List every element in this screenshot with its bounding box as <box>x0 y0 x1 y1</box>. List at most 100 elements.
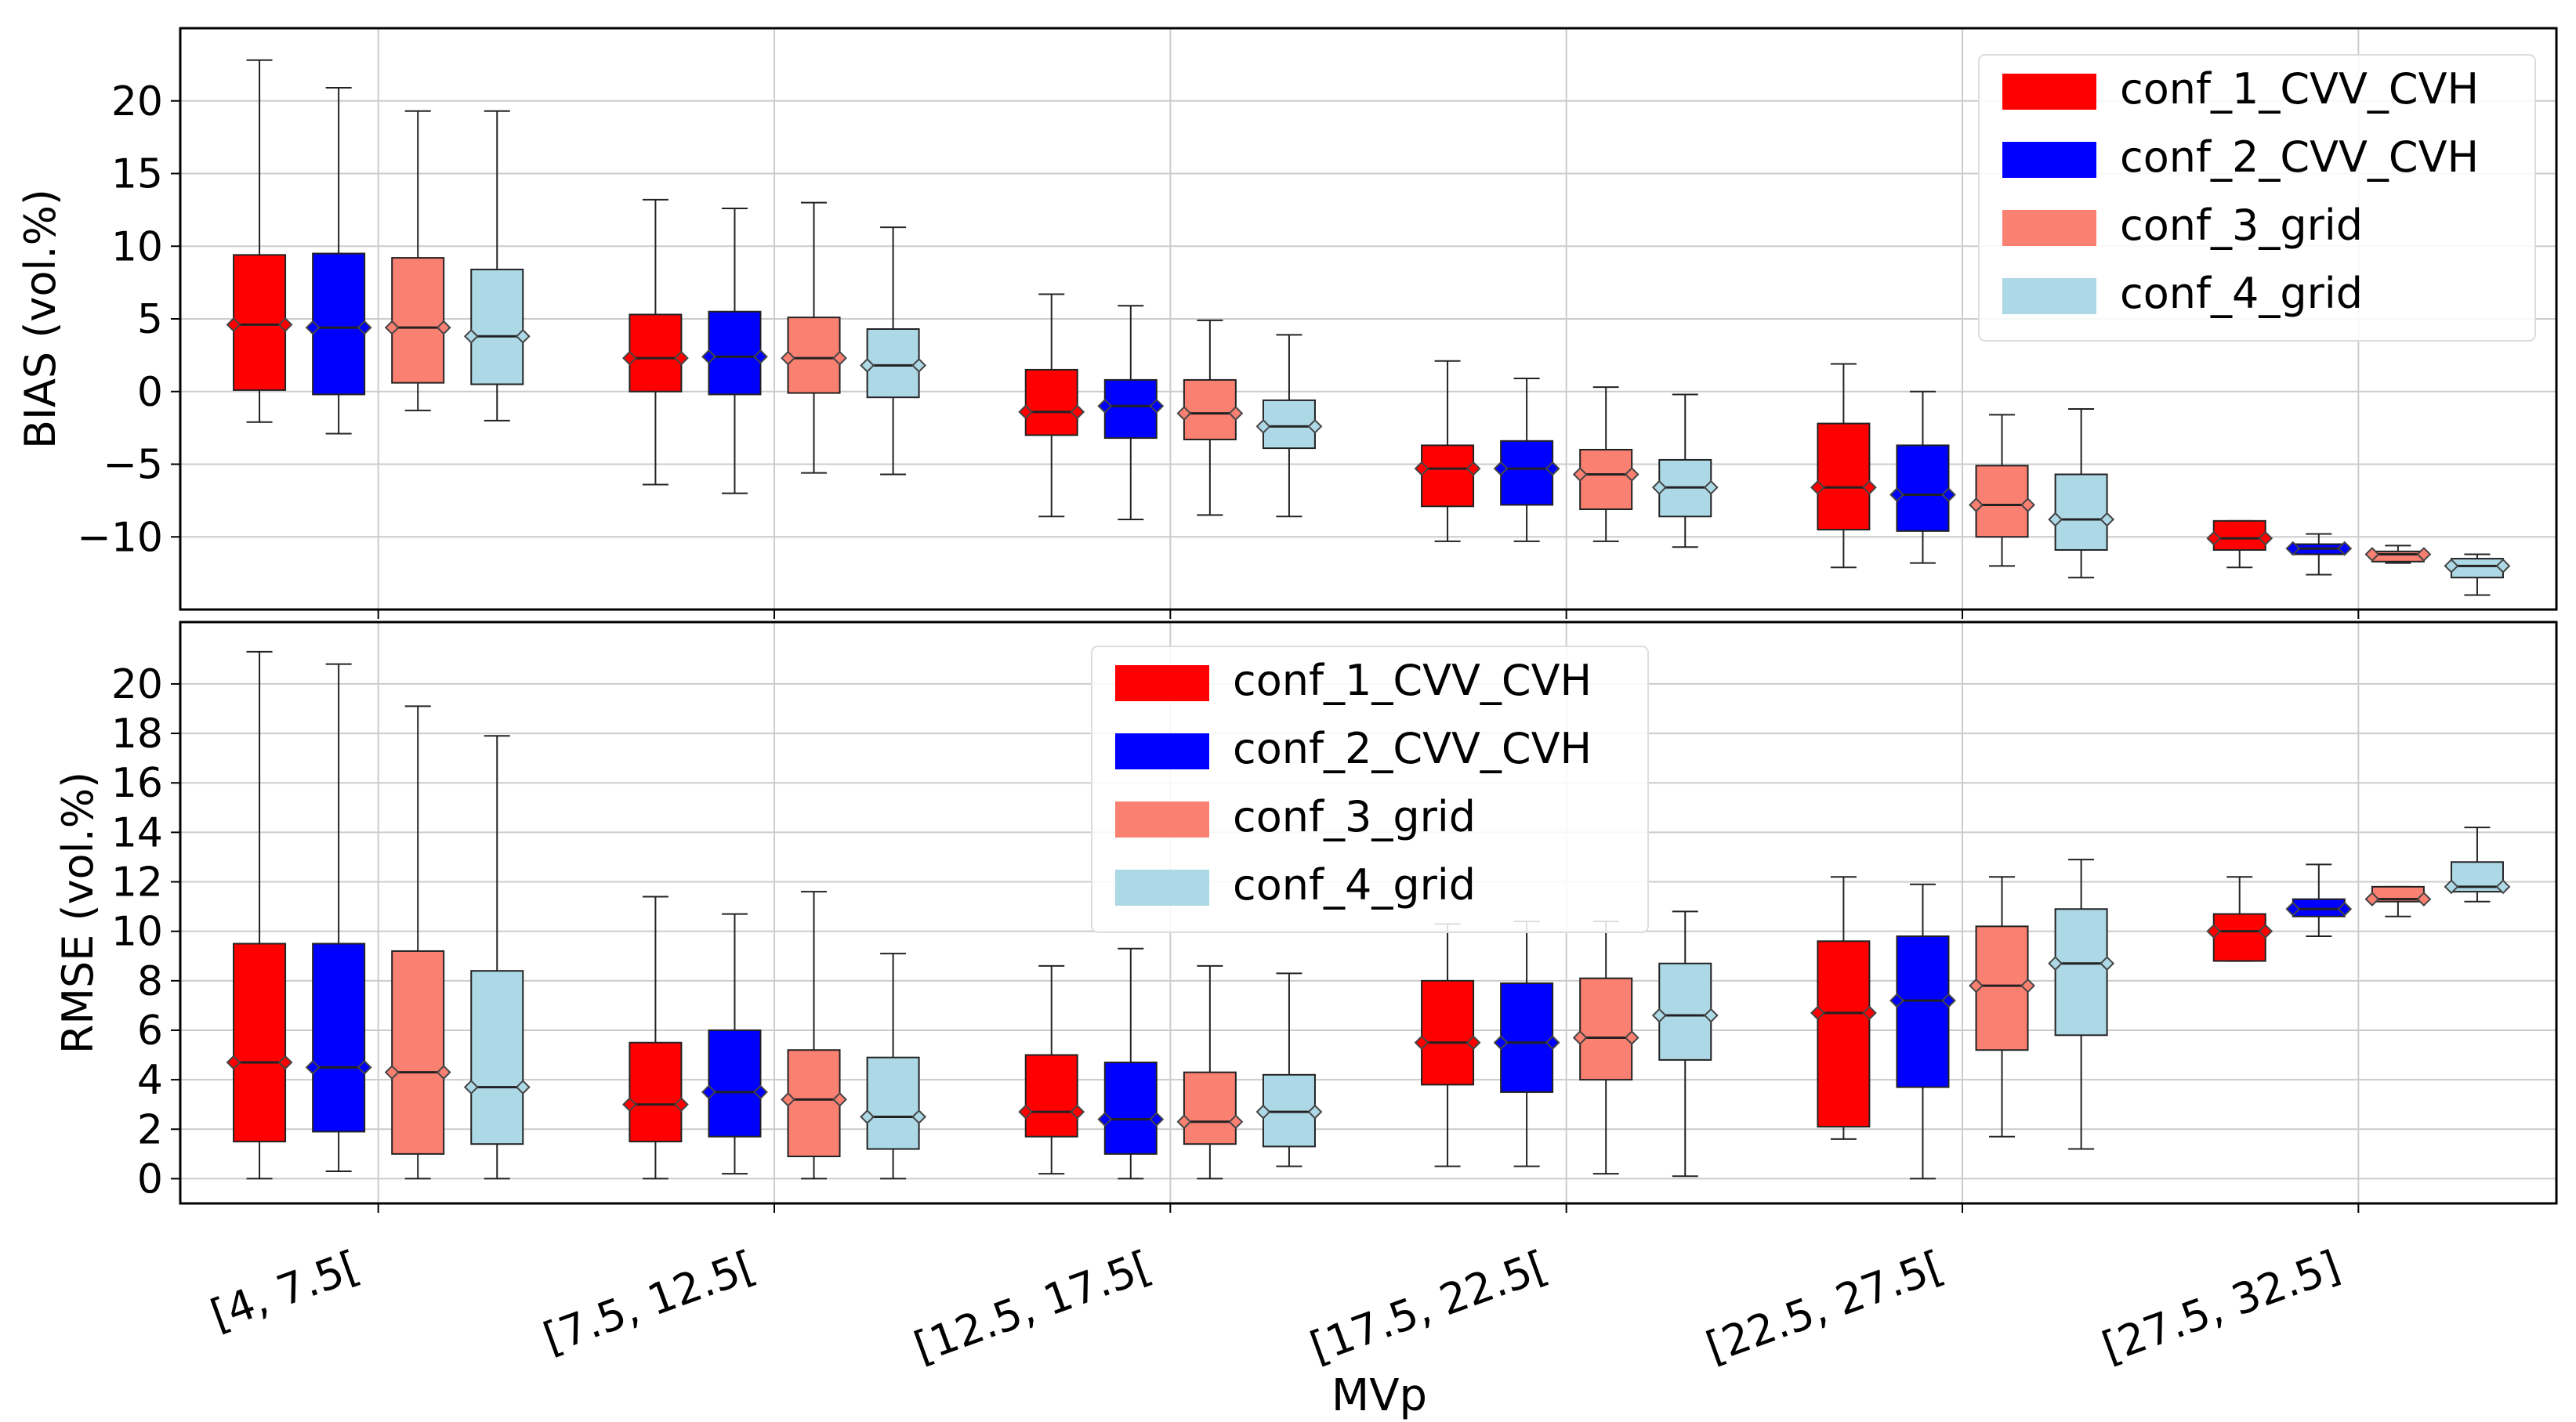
median-marker-right <box>1703 479 1719 495</box>
legend-label: conf_1_CVV_CVH <box>1233 656 1592 705</box>
iqr-box <box>233 254 287 391</box>
median-marker-left <box>2048 956 2063 972</box>
median-marker-right <box>1149 398 1165 414</box>
median-marker-right <box>1941 487 1956 502</box>
median-marker-right <box>753 1084 768 1100</box>
median-marker-left <box>305 320 321 335</box>
iqr-box <box>1975 465 2029 538</box>
y-tick-label: 0 <box>137 1156 163 1203</box>
legend-swatch-conf-3-grid <box>2002 210 2096 246</box>
median-marker-left <box>2206 530 2222 546</box>
median-marker-right <box>2100 512 2115 527</box>
median-marker-right <box>753 349 768 364</box>
box-conf-3-grid-6 <box>2364 545 2432 564</box>
y-tick-label: 18 <box>111 711 163 758</box>
iqr-box <box>2212 913 2266 962</box>
box-conf-2-cvv-cvh-1 <box>305 87 372 435</box>
y-tick-label: 15 <box>111 151 163 198</box>
box-conf-1-cvv-cvh-1 <box>226 650 293 1180</box>
median-marker-right <box>2258 530 2273 546</box>
median-marker-left <box>2048 512 2063 527</box>
iqr-box <box>1183 1071 1237 1145</box>
median-marker-left <box>1810 479 1825 495</box>
median-marker-left <box>1493 461 1509 476</box>
median-marker-left <box>2285 901 2301 917</box>
iqr-box <box>1421 979 1475 1086</box>
median-marker-right <box>515 328 531 344</box>
median-marker-left <box>1018 404 1034 420</box>
box-conf-2-cvv-cvh-4 <box>1493 378 1560 542</box>
median-marker-right <box>2337 901 2353 917</box>
box-conf-1-cvv-cvh-6 <box>2206 519 2273 569</box>
y-tick-label: 4 <box>137 1057 163 1104</box>
box-conf-3-grid-6 <box>2364 885 2432 917</box>
legend-swatch-conf-3-grid <box>1115 801 1209 838</box>
box-conf-4-grid-2 <box>860 226 927 476</box>
iqr-box <box>1262 1073 1316 1148</box>
median-marker-right <box>357 1059 372 1075</box>
median-marker-left <box>1810 1005 1825 1021</box>
iqr-box <box>312 252 366 396</box>
median-marker-left <box>463 328 479 344</box>
iqr-box <box>2054 908 2108 1037</box>
median-marker-right <box>2495 558 2511 574</box>
median-marker-right <box>1228 406 1244 421</box>
median-marker-right <box>1624 1030 1639 1045</box>
legend-swatch-conf-1-cvv-cvh <box>1115 665 1209 701</box>
iqr-box <box>787 317 841 394</box>
median-marker-right <box>1545 1035 1560 1051</box>
box-conf-3-grid-4 <box>1572 386 1639 542</box>
median-marker-right <box>1307 418 1323 434</box>
legend-frame <box>1978 54 2536 342</box>
median-marker-right <box>911 1109 927 1124</box>
box-conf-2-cvv-cvh-2 <box>701 208 768 494</box>
iqr-box <box>787 1049 841 1158</box>
median-marker-right <box>673 1097 689 1113</box>
y-tick-label: 6 <box>137 1008 163 1055</box>
median-marker-right <box>277 1055 293 1070</box>
legend-label: conf_1_CVV_CVH <box>2120 64 2479 114</box>
median-marker-right <box>515 1080 531 1095</box>
legend-label: conf_2_CVV_CVH <box>1233 724 1592 773</box>
median-marker-left <box>2206 924 2222 939</box>
y-tick-label: 10 <box>111 223 163 270</box>
iqr-box <box>2450 558 2504 579</box>
iqr-box <box>1500 440 1554 506</box>
median-marker-left <box>1255 1104 1271 1120</box>
box-conf-4-grid-2 <box>860 953 927 1180</box>
iqr-box <box>1024 368 1078 436</box>
box-conf-3-grid-1 <box>384 110 451 411</box>
y-tick-label: −10 <box>77 514 163 561</box>
box-conf-2-cvv-cvh-3 <box>1097 305 1165 520</box>
box-conf-4-grid-6 <box>2444 827 2511 903</box>
iqr-box <box>391 950 445 1155</box>
iqr-box <box>312 943 366 1133</box>
median-marker-right <box>436 1065 451 1080</box>
iqr-box <box>708 310 762 396</box>
median-marker-right <box>2020 978 2035 993</box>
y-tick-label: 2 <box>137 1106 163 1153</box>
median-marker-right <box>1861 479 1877 495</box>
median-marker-left <box>781 350 795 366</box>
median-marker-right <box>1149 1112 1165 1127</box>
median-marker-right <box>2100 956 2115 972</box>
iqr-box <box>1421 444 1475 508</box>
legend-swatch-conf-4-grid <box>1115 870 1209 906</box>
median-marker-left <box>1969 498 1984 512</box>
iqr-box <box>1896 935 1950 1088</box>
box-conf-2-cvv-cvh-5 <box>1889 390 1956 564</box>
median-marker-right <box>1228 1114 1244 1130</box>
box-conf-2-cvv-cvh-2 <box>701 913 768 1175</box>
bias-panel: −10 −5 0 5 10 15 20 BIAS (vol.%) conf_1_CVV_CVHc… <box>16 27 2558 619</box>
box-conf-3-grid-2 <box>781 891 847 1180</box>
box-conf-3-grid-3 <box>1176 964 1244 1180</box>
axes-frame <box>179 621 2558 1205</box>
box-conf-4-grid-5 <box>2048 859 2115 1150</box>
iqr-box <box>708 1029 762 1138</box>
iqr-box <box>1500 982 1554 1093</box>
iqr-box <box>1658 962 1712 1061</box>
median-marker-left <box>621 1097 637 1113</box>
median-marker-left <box>701 1084 716 1100</box>
median-marker-right <box>911 357 927 373</box>
median-marker-left <box>384 1065 400 1080</box>
